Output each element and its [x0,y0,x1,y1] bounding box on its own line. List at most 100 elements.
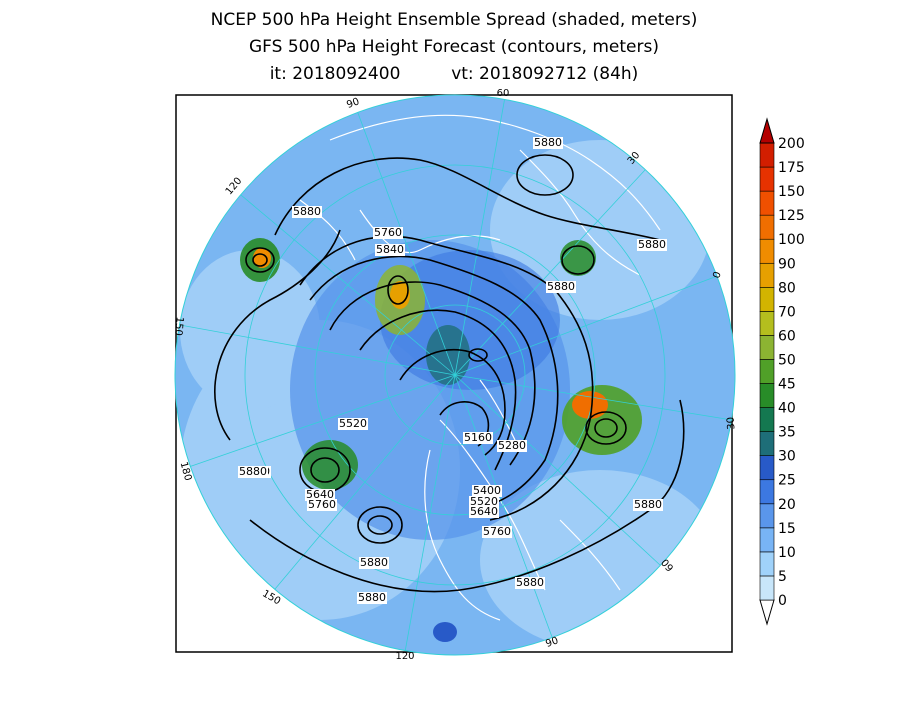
contour-label: 5840 [376,243,404,256]
cutoff-low-east [585,411,627,445]
colorbar-level-label: 25 [778,473,796,489]
contour-label-bg [338,418,368,430]
init-time-label: it: 2018092400 [269,64,401,84]
colorbar-level-label: 0 [778,593,787,609]
contour-label-bg [546,281,576,293]
contour-label: 5400 [473,484,501,497]
valid-time-label: vt: 2018092712 (84h) [451,64,639,84]
colorbar-swatch [759,431,775,456]
colorbar-min-arrow [759,599,775,626]
contour-label: 5880 [360,556,388,569]
contour-label-bg [463,432,493,444]
contour-label-bg [373,227,403,239]
high-spread-core [390,281,410,309]
colorbar: 0 5 10 15 20 25 30 35 40 45 50 60 70 80 90 100 125 150 175… [759,117,805,626]
closed-high-arctic [516,154,574,196]
colorbar-swatch [759,238,775,264]
contour-label-bg [375,244,405,256]
longitude-label: 60 [497,88,510,99]
colorbar-level-label: 10 [778,545,796,561]
colorbar-level-label: 175 [778,160,805,176]
contour-label-bg [305,489,335,501]
colorbar-level-label: 70 [778,304,796,320]
contour-5520 [329,281,536,466]
contour-5880-north [274,157,661,241]
time-line: it: 2018092400 vt: 2018092712 (84h) [0,64,908,84]
contour-label: 5880 [239,465,267,478]
contour-label-bg [307,499,337,511]
longitude-label: 0 [711,270,724,280]
colorbar-swatch [759,383,775,408]
colorbar-level-label: 20 [778,497,796,513]
colorbar-max-arrow [759,117,775,144]
longitude-label: 180 [178,461,194,482]
contour-label: 5160 [464,431,492,444]
contour-label-bg [469,496,499,508]
colorbar-level-label: 100 [778,232,805,248]
contour-label: 5520 [339,417,367,430]
colorbar-level-label: 150 [778,184,805,200]
contour-label-bg [515,577,545,589]
closed-contour-pole [468,348,488,362]
longitude-label: 30 [725,416,737,430]
contour-5880-south [249,399,685,593]
high-spread-area [302,440,358,490]
colorbar-swatch [759,166,775,192]
contour-label: 5880 [516,576,544,589]
colorbar-swatch [759,527,775,553]
colorbar-level-label: 80 [778,280,796,296]
colorbar-level-label: 30 [778,449,796,465]
colorbar-level-label: 35 [778,425,796,441]
medium-spread-area [380,250,560,390]
medium-spread-area [433,622,457,642]
colorbar-level-label: 40 [778,401,796,417]
contour-5280 [399,349,506,456]
contour-label-bg [497,440,527,452]
contour-label: 5760 [374,226,402,239]
contour-label-bg [292,206,322,218]
colorbar-swatch [759,142,775,168]
cutoff-low-ne [561,245,595,275]
polar-map [175,95,735,655]
contour-5640 [309,255,559,511]
colorbar-swatch [759,575,775,601]
contour-label: 5880 [358,591,386,604]
colorbar-swatch [759,455,775,481]
contour-label: 5760 [483,525,511,538]
contour-label-bg [637,239,667,251]
colorbar-level-label: 125 [778,208,805,224]
colorbar-swatch [759,214,775,240]
contour-label-bg [533,137,563,149]
contour-label-bg [238,466,268,478]
colorbar-level-label: 5 [778,569,787,585]
longitude-label: 150 [172,316,185,336]
colorbar-swatch [759,407,775,432]
chart-title: NCEP 500 hPa Height Ensemble Spread (sha… [210,10,698,30]
contour-label-bg [357,592,387,604]
colorbar-swatch [759,335,775,360]
contour-label: 5640 [470,505,498,518]
contour-label: 5880 [638,238,666,251]
contour-label: 5280 [498,439,526,452]
contour-label: 5880 [534,136,562,149]
chart-subtitle: GFS 500 hPa Height Forecast (contours, m… [249,37,659,57]
colorbar-swatch [759,551,775,577]
closed-contour-north [387,275,409,305]
map-disk-edge [174,94,736,656]
longitude-label: 120 [395,651,414,662]
cutoff-low-west [245,247,275,273]
contour-label-bg [469,506,499,518]
colorbar-level-label: 45 [778,377,796,393]
colorbar-swatch [759,311,775,336]
contour-label: 5880 [634,498,662,511]
colorbar-level-label: 15 [778,521,796,537]
contour-label-bg [482,526,512,538]
contour-label-group: 5880 5880 5760 5840 5880 5880 5880 5520 5160 5280… [238,136,667,604]
contour-label-bg [359,557,389,569]
contour-label: 5640 [306,488,334,501]
contour-label: 5760 [308,498,336,511]
colorbar-swatch [759,359,775,384]
longitude-label: 90 [544,635,560,650]
